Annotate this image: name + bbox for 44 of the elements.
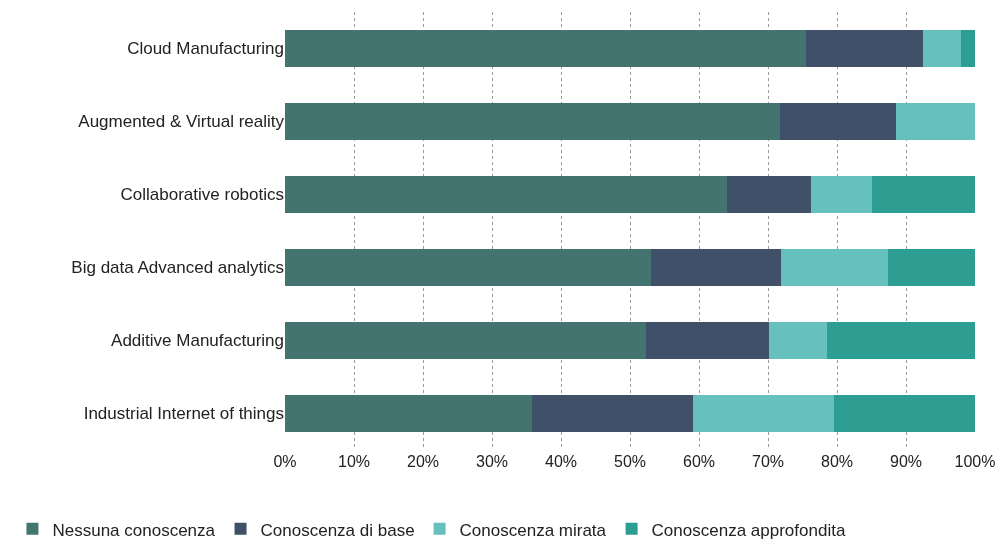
x-tick-label: 20% (406, 453, 440, 470)
bar (871, 176, 975, 213)
y-tick-label: Big data Advanced analytics (71, 258, 284, 278)
x-tick-label: 50% (613, 453, 647, 470)
x-tick-label: 80% (820, 453, 854, 470)
bar (888, 249, 975, 286)
bar (805, 30, 924, 67)
x-tick-label: 40% (544, 453, 578, 470)
bar (769, 322, 828, 359)
bar (781, 249, 889, 286)
legend-label: Conoscenza di base (260, 520, 415, 540)
bar (727, 176, 811, 213)
bar (285, 103, 780, 140)
y-tick-label: Additive Manufacturing (111, 331, 284, 351)
x-tick-label: 30% (475, 453, 509, 470)
bar (285, 395, 533, 432)
bar (532, 395, 694, 432)
x-tick-label: 60% (682, 453, 716, 470)
bar (833, 395, 975, 432)
y-tick-label: Collaborative robotics (120, 185, 284, 205)
x-tick-label: 10% (337, 453, 371, 470)
x-tick-label: 70% (751, 453, 785, 470)
bar (285, 30, 806, 67)
bar (285, 249, 652, 286)
bar (961, 30, 975, 67)
y-tick-label: Industrial Internet of things (83, 404, 284, 424)
bar (693, 395, 834, 432)
bar (827, 322, 975, 359)
legend-label: Nessuna conoscenza (52, 520, 216, 540)
legend-label: Conoscenza approfondita (651, 520, 846, 540)
bar (285, 176, 728, 213)
bar (645, 322, 770, 359)
bar (285, 322, 646, 359)
bar (779, 103, 896, 140)
bar (651, 249, 782, 286)
bar (895, 103, 975, 140)
x-tick-label: 100% (954, 453, 996, 470)
y-tick-label: Cloud Manufacturing (127, 39, 284, 59)
y-tick-label: Augmented & Virtual reality (78, 112, 285, 132)
bar (923, 30, 962, 67)
x-tick-label: 0% (273, 453, 297, 470)
bar (810, 176, 872, 213)
legend-label: Conoscenza mirata (459, 520, 607, 540)
x-tick-label: 90% (889, 453, 923, 470)
